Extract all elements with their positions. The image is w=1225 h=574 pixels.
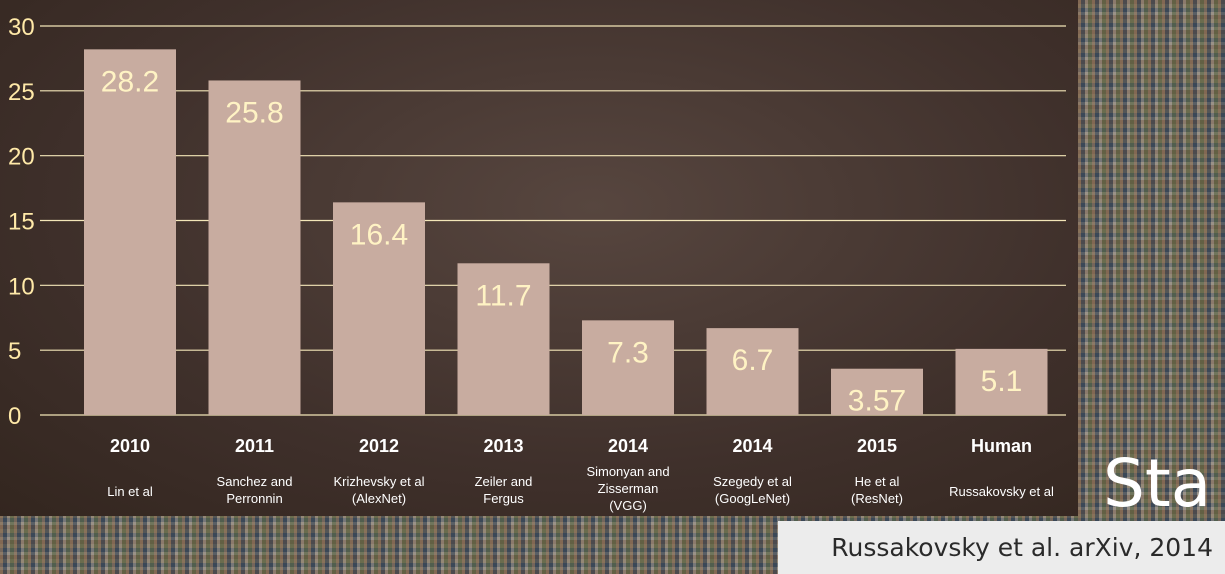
x-category-label: 2012 xyxy=(359,436,399,456)
x-author-label: Lin et al xyxy=(107,484,153,499)
y-tick-label: 5 xyxy=(8,338,21,365)
x-author-label: Simonyan and xyxy=(586,464,669,479)
x-category-label: 2015 xyxy=(857,436,897,456)
y-tick-label: 15 xyxy=(8,209,35,236)
bar xyxy=(582,320,674,415)
y-tick-label: 10 xyxy=(8,273,35,300)
x-category-label: 2013 xyxy=(483,436,523,456)
x-author-label: Zisserman xyxy=(598,481,659,496)
x-author-label: Perronnin xyxy=(226,491,282,506)
bar xyxy=(955,348,1048,415)
bar-value-label: 3.57 xyxy=(848,385,906,418)
bar xyxy=(84,49,176,416)
x-category-label: 2011 xyxy=(235,436,274,456)
bar-value-label: 5.1 xyxy=(981,365,1023,398)
x-author-label: (VGG) xyxy=(609,498,647,513)
bar-value-label: 11.7 xyxy=(475,279,531,312)
x-author-label: Russakovsky et al xyxy=(949,484,1054,499)
bar-value-label: 16.4 xyxy=(350,218,408,251)
source-caption: Russakovsky et al. arXiv, 2014 xyxy=(778,521,1225,574)
x-author-label: Fergus xyxy=(483,491,524,506)
x-category-label: 2010 xyxy=(110,436,150,456)
bar-chart: 0 5 10 15 20 25 30 28.2 2010 Lin et al 25.8 2011 San… xyxy=(8,14,1066,513)
bar-value-label: 28.2 xyxy=(101,65,159,98)
x-category-label: 2014 xyxy=(608,436,648,456)
chart-slide: 0 5 10 15 20 25 30 28.2 2010 Lin et al 25.8 2011 San… xyxy=(0,0,1078,516)
bar-value-label: 7.3 xyxy=(607,336,649,369)
y-tick-label: 0 xyxy=(8,403,21,430)
x-author-label: (ResNet) xyxy=(851,491,903,506)
x-author-label: Krizhevsky et al xyxy=(333,474,424,489)
bar-value-label: 6.7 xyxy=(732,344,774,377)
x-author-label: (GoogLeNet) xyxy=(715,491,790,506)
bar xyxy=(333,202,425,415)
x-author-label: Sanchez and xyxy=(217,474,293,489)
x-author-label: (AlexNet) xyxy=(352,491,406,506)
x-author-label: Zeiler and xyxy=(475,474,533,489)
bar-value-label: 25.8 xyxy=(225,96,283,129)
x-author-label: Szegedy et al xyxy=(713,474,792,489)
y-tick-label: 20 xyxy=(8,144,35,171)
x-category-label: Human xyxy=(971,436,1032,456)
bar xyxy=(457,263,550,415)
bar xyxy=(706,328,799,415)
x-category-label: 2014 xyxy=(732,436,772,456)
y-tick-label: 30 xyxy=(8,14,35,41)
bar xyxy=(208,80,301,416)
x-author-label: He et al xyxy=(855,474,900,489)
course-watermark: Sta xyxy=(1103,445,1212,522)
bar xyxy=(831,368,923,415)
y-tick-label: 25 xyxy=(8,79,35,106)
